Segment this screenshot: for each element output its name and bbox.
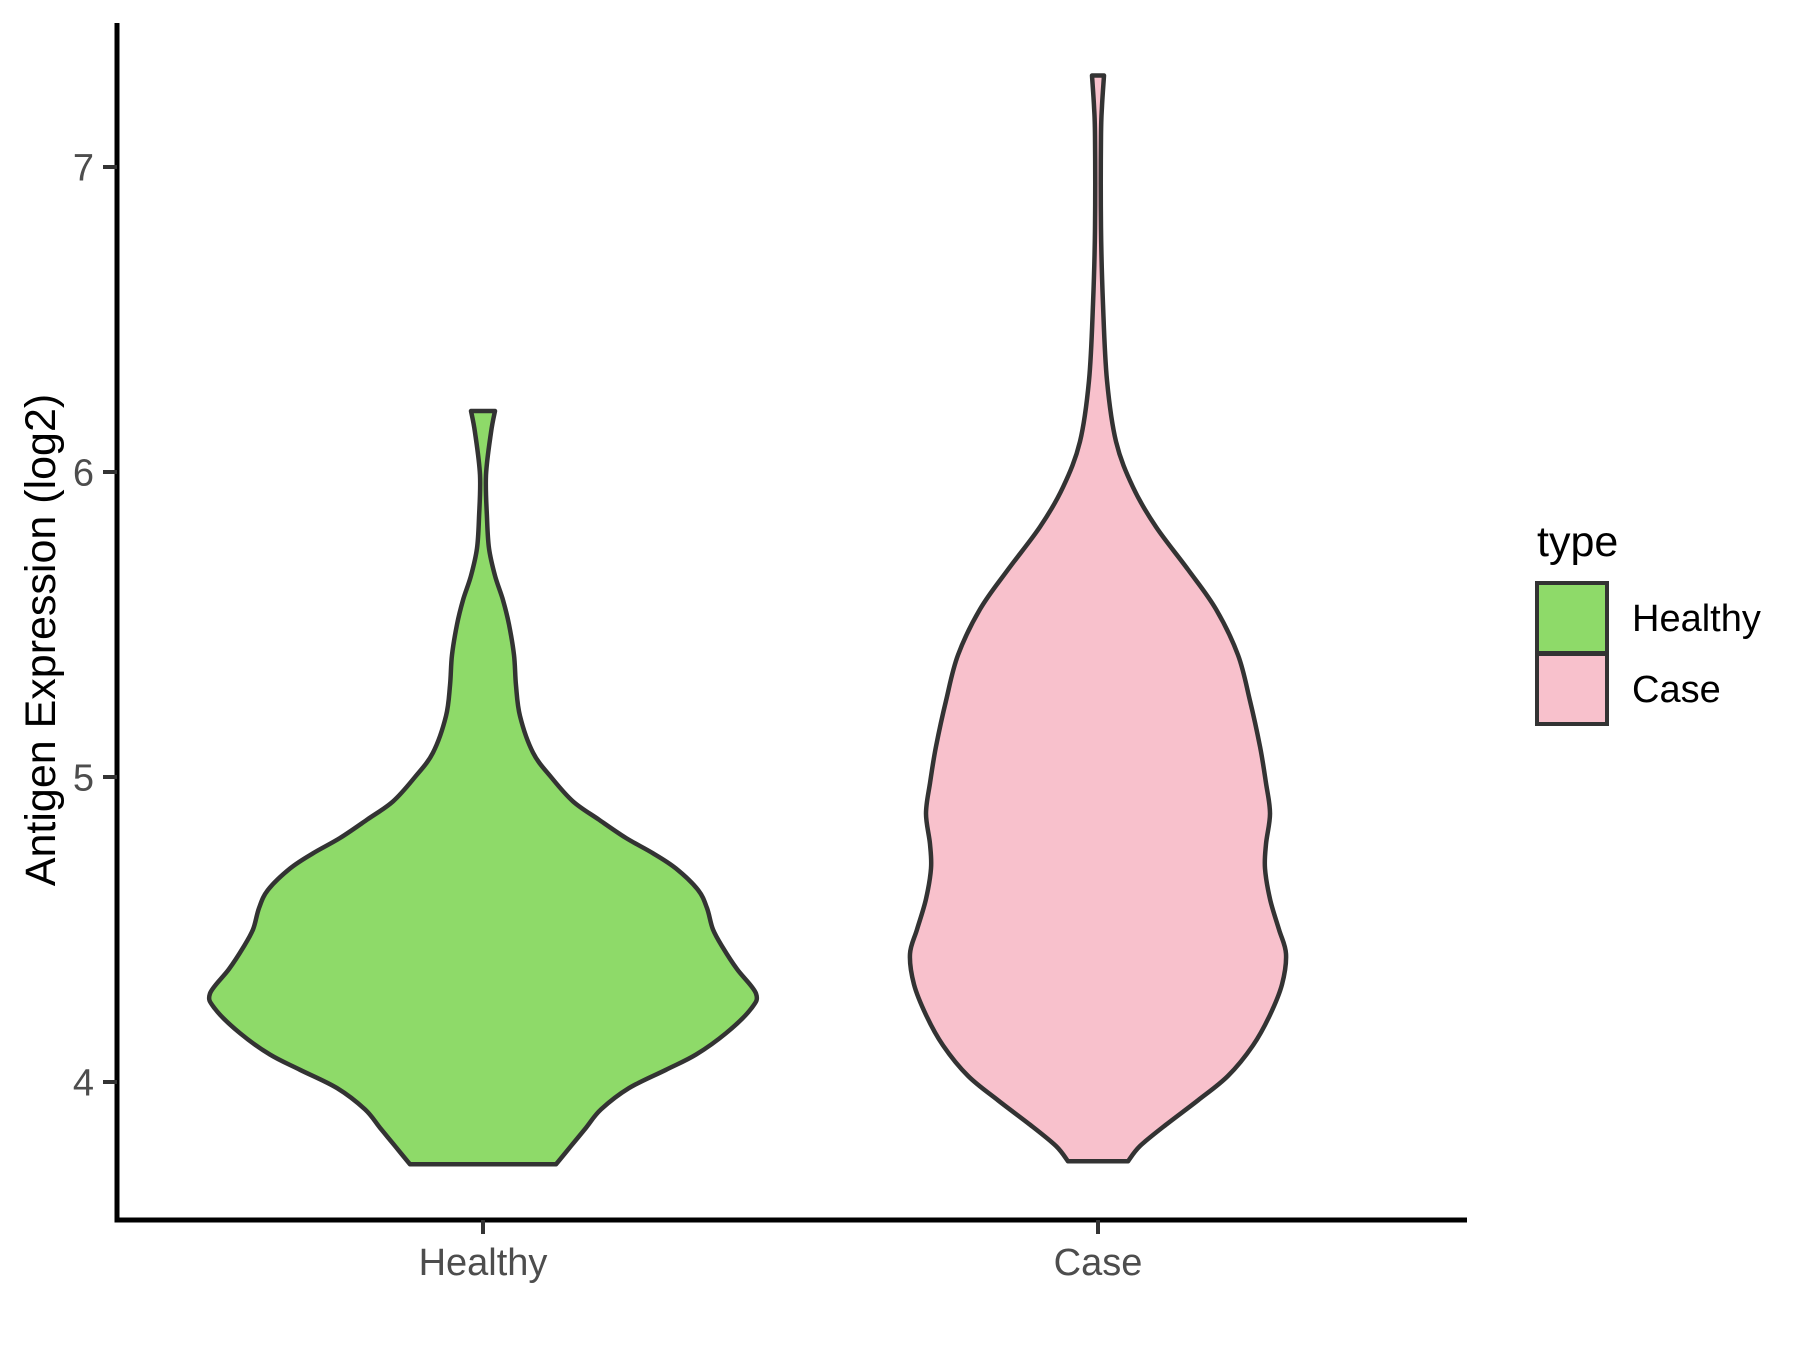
violin-case [907,73,1289,1164]
y-axis-title: Antigen Expression (log2) [17,394,65,886]
legend-key-healthy [1535,581,1609,655]
legend-key-case [1535,652,1609,726]
legend-title: type [1537,518,1618,566]
y-tick-label-5: 5 [73,757,94,799]
y-tick-label-7: 7 [73,147,94,189]
violin-healthy [206,408,760,1167]
y-tick-label-6: 6 [73,452,94,494]
legend-label-case: Case [1632,669,1721,711]
x-category-label-healthy: Healthy [419,1242,548,1284]
legend-label-healthy: Healthy [1632,598,1761,640]
x-category-label-case: Case [1054,1242,1143,1284]
y-tick-label-4: 4 [73,1062,94,1104]
